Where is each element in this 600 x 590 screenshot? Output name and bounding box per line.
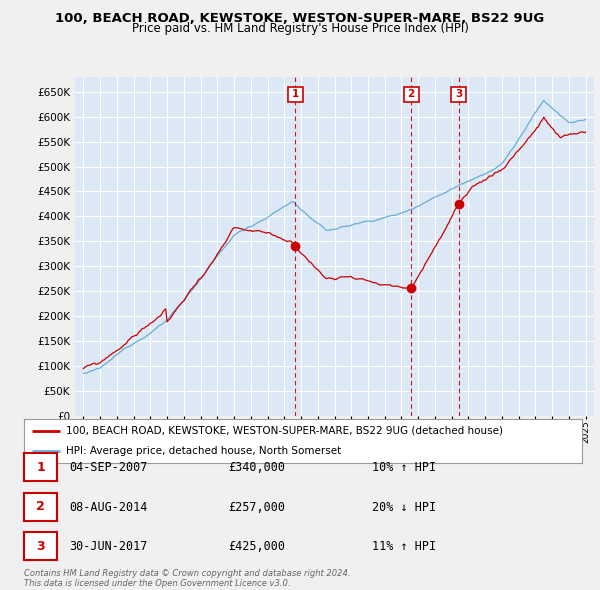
Text: 04-SEP-2007: 04-SEP-2007 [69,461,148,474]
Text: 30-JUN-2017: 30-JUN-2017 [69,540,148,553]
Text: £425,000: £425,000 [228,540,285,553]
Text: £257,000: £257,000 [228,501,285,514]
Text: 3: 3 [36,540,45,553]
Text: Price paid vs. HM Land Registry's House Price Index (HPI): Price paid vs. HM Land Registry's House … [131,22,469,35]
FancyBboxPatch shape [451,87,466,101]
Text: 100, BEACH ROAD, KEWSTOKE, WESTON-SUPER-MARE, BS22 9UG: 100, BEACH ROAD, KEWSTOKE, WESTON-SUPER-… [55,12,545,25]
Text: 11% ↑ HPI: 11% ↑ HPI [372,540,436,553]
Text: 10% ↑ HPI: 10% ↑ HPI [372,461,436,474]
Text: 3: 3 [455,89,463,99]
Text: 2: 2 [407,89,415,99]
Text: Contains HM Land Registry data © Crown copyright and database right 2024.
This d: Contains HM Land Registry data © Crown c… [24,569,350,588]
FancyBboxPatch shape [404,87,419,101]
Text: 1: 1 [292,89,299,99]
Text: HPI: Average price, detached house, North Somerset: HPI: Average price, detached house, Nort… [66,446,341,456]
Text: 100, BEACH ROAD, KEWSTOKE, WESTON-SUPER-MARE, BS22 9UG (detached house): 100, BEACH ROAD, KEWSTOKE, WESTON-SUPER-… [66,426,503,436]
FancyBboxPatch shape [288,87,303,101]
Text: 20% ↓ HPI: 20% ↓ HPI [372,501,436,514]
Text: 1: 1 [36,461,45,474]
Text: 2: 2 [36,500,45,513]
Text: 08-AUG-2014: 08-AUG-2014 [69,501,148,514]
Text: £340,000: £340,000 [228,461,285,474]
